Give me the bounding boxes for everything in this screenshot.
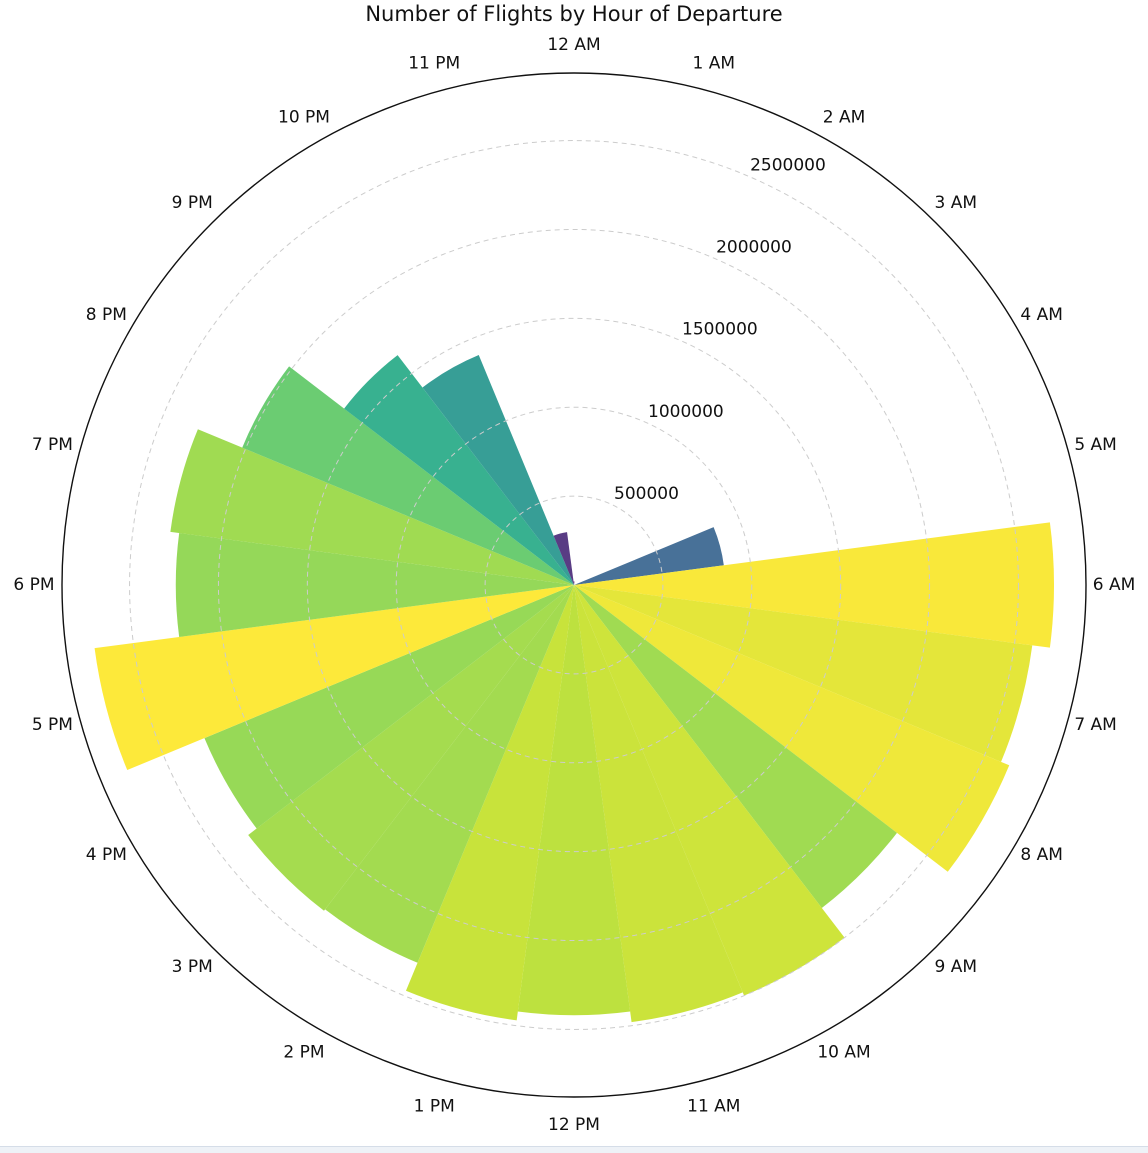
hour-label: 10 AM xyxy=(817,1043,870,1063)
hour-label: 6 AM xyxy=(1093,575,1136,595)
hour-label: 11 AM xyxy=(687,1097,740,1117)
r-tick-label: 2500000 xyxy=(750,155,826,175)
hour-label: 4 AM xyxy=(1020,305,1063,325)
hour-label: 3 PM xyxy=(172,957,213,977)
hour-label: 3 AM xyxy=(935,193,978,213)
hour-label: 9 PM xyxy=(172,193,213,213)
r-tick-label: 500000 xyxy=(614,484,679,504)
hour-label: 7 PM xyxy=(32,435,73,455)
hour-label: 11 PM xyxy=(408,53,460,73)
hour-label: 7 AM xyxy=(1074,715,1117,735)
hour-label: 4 PM xyxy=(86,845,127,865)
hour-label: 5 PM xyxy=(32,715,73,735)
hour-label: 12 AM xyxy=(547,35,600,55)
hour-label: 1 PM xyxy=(414,1097,455,1117)
bars-layer xyxy=(95,355,1054,1022)
hour-label: 8 PM xyxy=(86,305,127,325)
hour-label: 12 PM xyxy=(548,1115,600,1135)
hour-label: 8 AM xyxy=(1020,845,1063,865)
hour-label: 5 AM xyxy=(1074,435,1117,455)
hour-label: 2 PM xyxy=(283,1043,324,1063)
r-tick-label: 2000000 xyxy=(716,238,792,258)
radial-tick-labels: 500000 1000000 1500000 2000000 2500000 xyxy=(614,155,826,504)
r-tick-label: 1500000 xyxy=(682,320,758,340)
hour-label: 9 AM xyxy=(935,957,978,977)
hour-label: 10 PM xyxy=(278,107,330,127)
r-tick-label: 1000000 xyxy=(648,402,724,422)
hour-label: 6 PM xyxy=(13,575,54,595)
hour-label: 2 AM xyxy=(823,107,866,127)
hour-label: 1 AM xyxy=(693,53,736,73)
